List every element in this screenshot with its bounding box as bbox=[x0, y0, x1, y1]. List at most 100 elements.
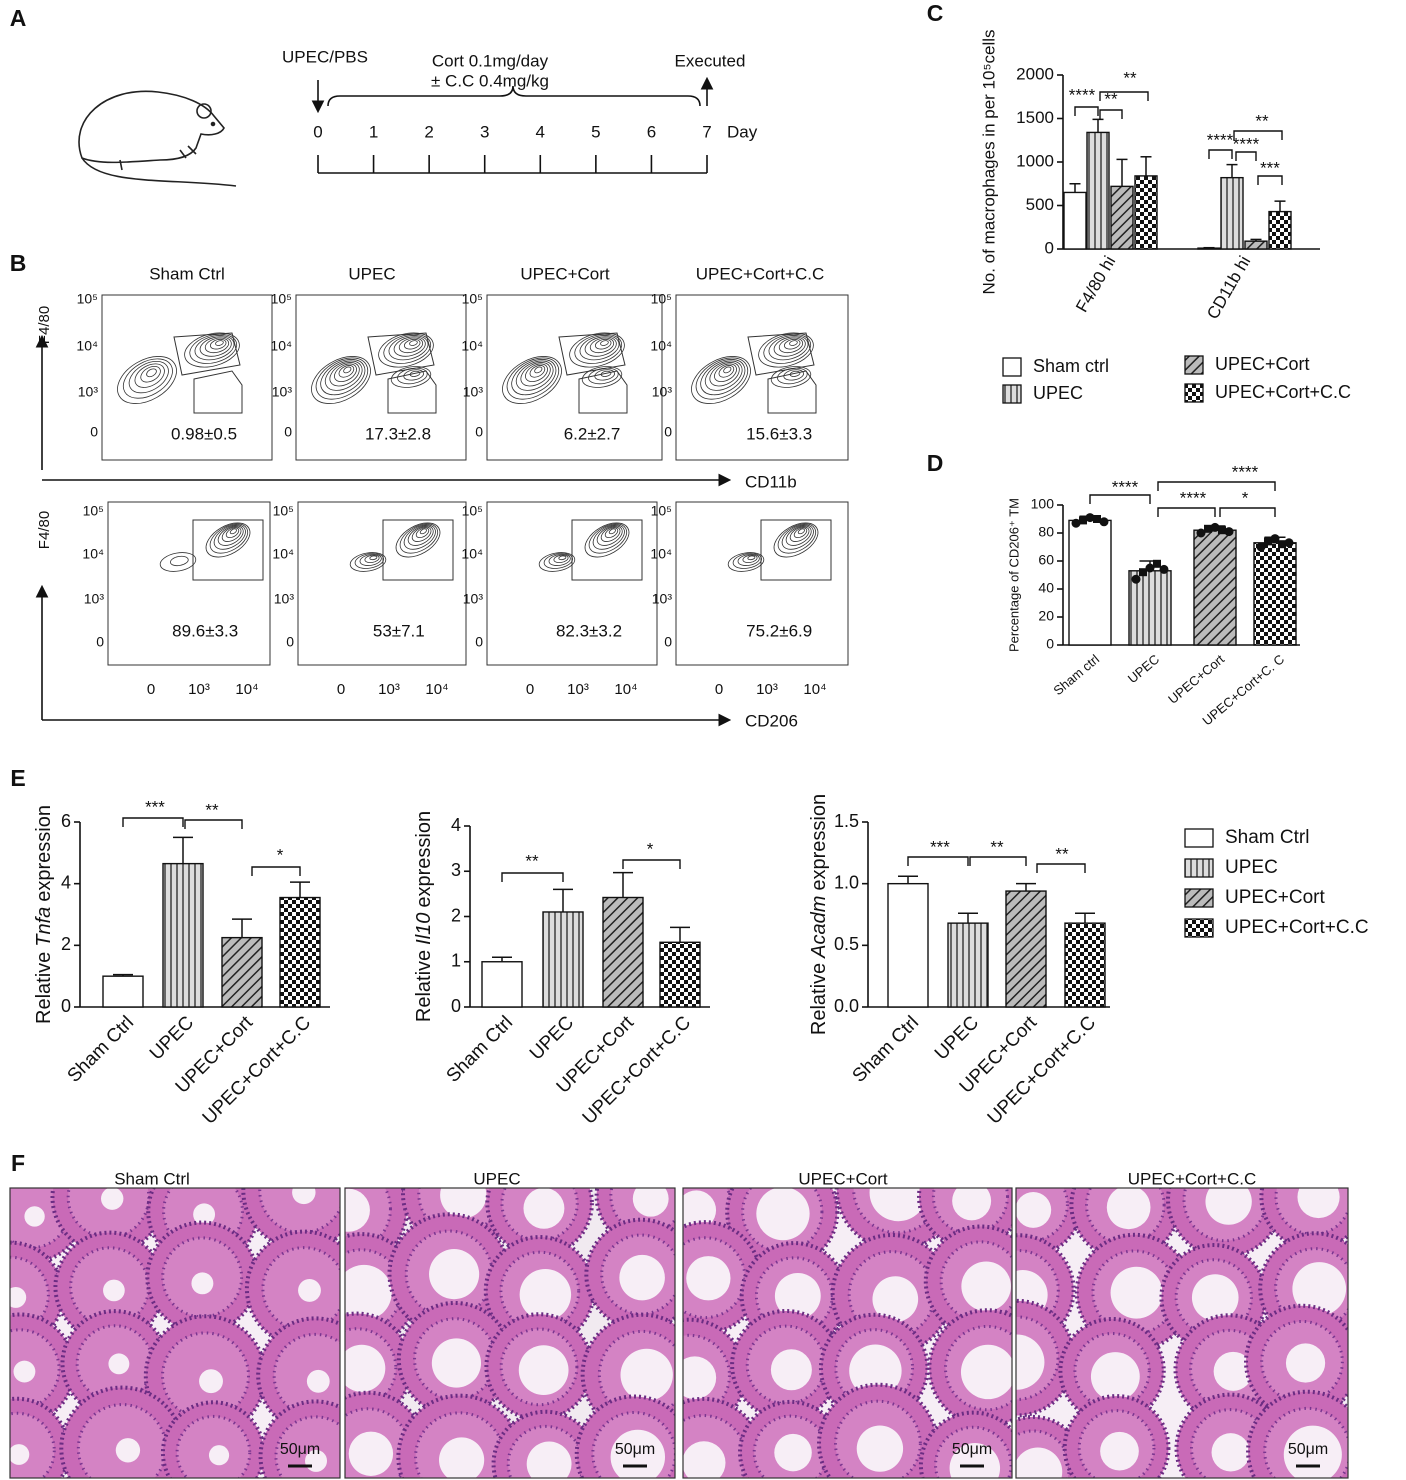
contour bbox=[548, 553, 571, 566]
flow-gate bbox=[578, 370, 628, 414]
flow-plot: 10⁵ 10⁴ 10³ 0 6.2±2.7 bbox=[461, 291, 663, 461]
flow-percentage: 75.2±6.9 bbox=[746, 621, 812, 640]
legend-label: Sham ctrl bbox=[1033, 356, 1109, 376]
contour bbox=[714, 363, 737, 383]
timeline-day: 6 bbox=[647, 122, 656, 141]
bar-chart: 0.0 0.5 1.0 1.5 Relative Acadm expression Sham … bbox=[808, 794, 1110, 1129]
flow-percentage: 53±7.1 bbox=[373, 621, 425, 640]
flow-plot: 10⁵ 10⁴ 10³ 0 17.3±2.8 bbox=[270, 291, 467, 461]
tubule-lumen bbox=[208, 1445, 230, 1466]
contour bbox=[204, 337, 230, 354]
contour bbox=[778, 337, 804, 354]
contour bbox=[581, 366, 623, 388]
data-point bbox=[1196, 528, 1206, 538]
flow-plot-frame bbox=[486, 294, 663, 461]
bar-chart: 0 500 1000 1500 2000 No. of macrophages in pe… bbox=[979, 29, 1320, 323]
flow-plot: 10⁵ 10⁴ 10³ 0 0.98±0.5 bbox=[76, 291, 273, 461]
tubule-lumen bbox=[756, 1188, 810, 1241]
y-tick-label: 0 bbox=[61, 996, 71, 1016]
y-tick-label: 100 bbox=[1031, 496, 1055, 512]
bar bbox=[602, 896, 644, 1008]
y-axis-label-part: Relative bbox=[413, 950, 435, 1022]
flow-plot: 10⁵ 10⁴ 10³ 0 0 10³ 10⁴ 53±7.1 bbox=[272, 501, 467, 698]
flow-y-label: F4/80 bbox=[36, 306, 53, 344]
flow-y-tick: 10³ bbox=[272, 384, 293, 400]
y-axis-label-part: Il10 bbox=[413, 913, 435, 945]
tubule-lumen bbox=[849, 1344, 902, 1397]
data-point bbox=[1278, 540, 1286, 549]
bar bbox=[1063, 191, 1087, 250]
contour bbox=[117, 356, 177, 404]
significance-bracket bbox=[184, 819, 243, 829]
y-tick-label: 20 bbox=[1038, 608, 1054, 624]
flow-y-tick: 10⁴ bbox=[82, 546, 104, 562]
y-axis-label: Relative Tnfa expression bbox=[33, 805, 55, 1024]
contour bbox=[584, 336, 617, 357]
bar-chart: 0 20 40 60 80 100 Percentage of CD206⁺ TM Sham … bbox=[1006, 462, 1300, 728]
data-point bbox=[1204, 524, 1212, 533]
contour bbox=[349, 552, 387, 572]
contour bbox=[773, 336, 806, 357]
contour bbox=[781, 524, 814, 550]
flow-percentage: 89.6±3.3 bbox=[172, 621, 238, 640]
flow-percentage: 0.98±0.5 bbox=[171, 424, 237, 443]
flow-y-tick: 0 bbox=[664, 634, 672, 650]
flow-percentage: 17.3±2.8 bbox=[365, 424, 431, 443]
contour bbox=[511, 359, 557, 396]
flow-x-tick: 10³ bbox=[188, 681, 210, 698]
data-point bbox=[1159, 564, 1169, 574]
tubule-lumen bbox=[345, 1344, 386, 1392]
contour bbox=[329, 362, 360, 387]
tubule-lumen bbox=[1016, 1447, 1063, 1478]
contour bbox=[122, 358, 173, 399]
flow-plot-frame bbox=[675, 501, 849, 666]
significance-label: ** bbox=[1104, 89, 1118, 108]
flow-y-label: F4/80 bbox=[36, 511, 53, 549]
flow-y-tick: 10⁴ bbox=[461, 546, 483, 562]
significance-label: ** bbox=[1255, 111, 1269, 130]
flow-plot: 10⁵ 10⁴ 10³ 0 15.6±3.3 bbox=[650, 291, 849, 461]
tubule-lumen bbox=[632, 1188, 669, 1217]
panel-label: C bbox=[927, 0, 944, 26]
legend-swatch bbox=[1184, 888, 1214, 908]
contour bbox=[395, 522, 441, 558]
data-point bbox=[1145, 563, 1155, 573]
tubule-lumen bbox=[193, 1203, 216, 1226]
x-tick-label: UPEC+Cort+C.C bbox=[199, 1012, 315, 1128]
contour bbox=[170, 555, 189, 567]
y-tick-label: 1 bbox=[451, 951, 461, 971]
flow-x-tick: 10⁴ bbox=[803, 681, 826, 698]
contour bbox=[558, 555, 567, 561]
contour bbox=[221, 526, 242, 542]
contour bbox=[199, 336, 232, 357]
significance-bracket bbox=[907, 856, 969, 866]
legend-label: UPEC+Cort+C.C bbox=[1225, 917, 1369, 938]
tubule-lumen bbox=[869, 1188, 928, 1222]
significance-bracket bbox=[1157, 507, 1216, 517]
flow-gate bbox=[173, 332, 241, 376]
histology-image bbox=[10, 1188, 340, 1478]
tubule-lumen bbox=[526, 1441, 572, 1478]
flow-plot-frame bbox=[297, 501, 467, 666]
flow-group-title: UPEC+Cort bbox=[520, 264, 610, 283]
flow-y-tick: 10⁵ bbox=[651, 291, 672, 307]
significance-bracket bbox=[1233, 130, 1283, 140]
timeline-graphics bbox=[311, 76, 714, 174]
bar bbox=[481, 961, 523, 1008]
contour bbox=[411, 526, 432, 542]
y-axis-label-part: Relative bbox=[808, 963, 830, 1035]
y-axis-label: No. of macrophages in per 10⁵cells bbox=[979, 29, 998, 294]
flow-y-tick: 10⁵ bbox=[83, 503, 104, 519]
legend-swatch bbox=[1184, 355, 1204, 375]
tubule-lumen bbox=[683, 1441, 726, 1478]
flow-gate bbox=[192, 519, 264, 581]
contour bbox=[732, 553, 762, 569]
significance-label: ** bbox=[525, 851, 539, 870]
flow-x-tick: 10³ bbox=[378, 681, 400, 698]
bar bbox=[1197, 247, 1221, 250]
flow-gate bbox=[367, 332, 435, 376]
treatment-label: ± C.C 0.4mg/kg bbox=[431, 71, 549, 90]
flow-x-tick: 0 bbox=[337, 681, 345, 698]
flow-percentage: 82.3±3.2 bbox=[556, 621, 622, 640]
